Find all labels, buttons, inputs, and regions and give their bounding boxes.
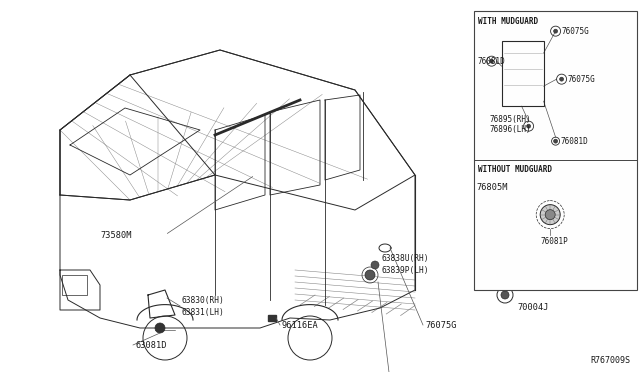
Circle shape: [155, 323, 165, 333]
Text: 63830(RH): 63830(RH): [182, 295, 225, 305]
Bar: [268, 315, 276, 321]
Text: 76075G: 76075G: [568, 75, 595, 84]
Text: 76081D: 76081D: [561, 137, 588, 146]
Circle shape: [559, 77, 564, 81]
Text: WITH MUDGUARD: WITH MUDGUARD: [477, 17, 538, 26]
Text: 63838U(RH): 63838U(RH): [382, 253, 429, 263]
Text: 76081P: 76081P: [540, 237, 568, 246]
Text: 73580M: 73580M: [100, 231, 131, 240]
Text: R767009S: R767009S: [590, 356, 630, 365]
Text: 63839P(LH): 63839P(LH): [382, 266, 429, 275]
Text: 70004J: 70004J: [517, 304, 548, 312]
Bar: [502, 41, 543, 106]
Circle shape: [554, 29, 557, 33]
Text: WITHOUT MUDGUARD: WITHOUT MUDGUARD: [477, 165, 552, 174]
Circle shape: [545, 210, 556, 219]
Circle shape: [527, 124, 531, 128]
Text: 63081D: 63081D: [135, 340, 166, 350]
Text: 76895(RH): 76895(RH): [490, 115, 531, 124]
Text: 76805M: 76805M: [476, 183, 508, 192]
Bar: [474, 11, 637, 290]
Circle shape: [371, 261, 379, 269]
Circle shape: [490, 59, 493, 63]
Circle shape: [540, 205, 560, 225]
Text: 76075G: 76075G: [562, 27, 589, 36]
Circle shape: [554, 139, 557, 143]
Bar: [62, 275, 87, 295]
Text: 76081D: 76081D: [477, 57, 506, 66]
Circle shape: [501, 291, 509, 299]
Circle shape: [365, 270, 375, 280]
Text: 96116EA: 96116EA: [282, 321, 319, 330]
Text: 76075G: 76075G: [425, 321, 456, 330]
Text: 76896(LH): 76896(LH): [490, 125, 531, 134]
Bar: [490, 195, 528, 250]
Text: 63831(LH): 63831(LH): [182, 308, 225, 317]
